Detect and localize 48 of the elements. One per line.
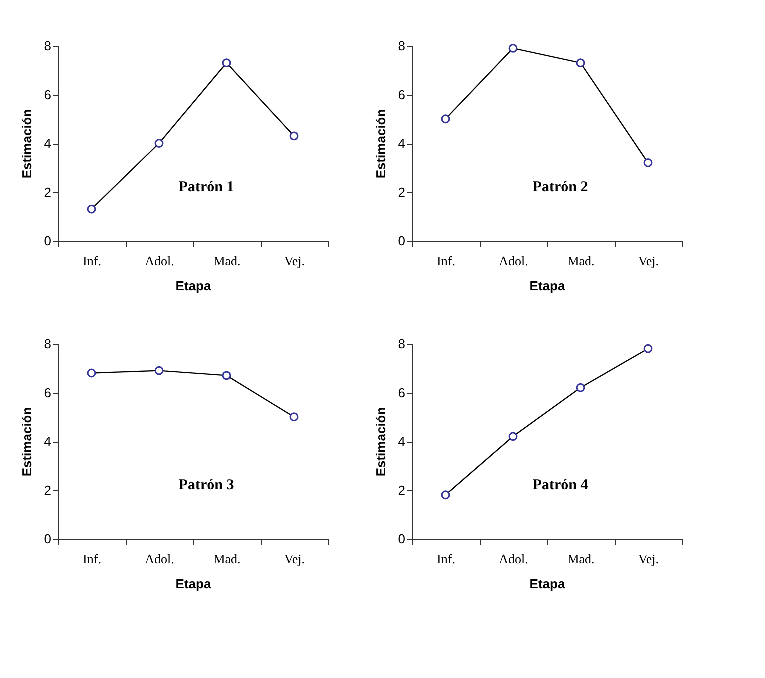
y-tick-label: 4: [44, 136, 52, 151]
y-tick-label: 0: [44, 234, 52, 248]
y-tick-label: 2: [44, 482, 52, 498]
y-tick-label: 4: [398, 136, 406, 151]
x-tick-label: Mad.: [214, 254, 241, 268]
x-tick-label: Vej.: [284, 552, 306, 566]
x-axis-title: Etapa: [176, 278, 212, 294]
y-axis-title: Estimación: [19, 109, 34, 179]
x-tick-label: Vej.: [638, 254, 660, 268]
x-tick-label: Inf.: [83, 254, 102, 268]
y-tick-label: 2: [44, 184, 52, 200]
y-tick-label: 0: [398, 532, 406, 546]
y-tick-label: 8: [44, 336, 52, 352]
x-tick-label: Adol.: [145, 552, 174, 566]
x-tick-label: Adol.: [499, 552, 528, 566]
x-axis-title: Etapa: [176, 576, 212, 592]
y-axis-title: Estimación: [19, 407, 34, 477]
x-tick-label: Vej.: [638, 552, 660, 566]
y-tick-label: 6: [398, 385, 406, 400]
y-tick-label: 0: [44, 532, 52, 546]
y-tick-label: 2: [398, 482, 406, 498]
y-tick-label: 8: [398, 336, 406, 352]
y-tick-label: 2: [398, 184, 406, 200]
x-tick-label: Inf.: [437, 254, 456, 268]
annotation: Patrón 1: [178, 179, 234, 196]
x-tick-label: Mad.: [214, 552, 241, 566]
y-tick-label: 8: [44, 38, 52, 54]
y-tick-label: 0: [398, 234, 406, 248]
x-tick-label: Mad.: [568, 254, 595, 268]
x-tick-label: Inf.: [437, 552, 456, 566]
y-tick-label: 6: [44, 87, 52, 102]
annotation: Patrón 4: [532, 477, 589, 494]
y-tick-label: 6: [44, 385, 52, 400]
y-axis-title: Estimación: [373, 109, 388, 179]
x-tick-label: Adol.: [499, 254, 528, 268]
y-tick-label: 4: [398, 434, 406, 449]
y-tick-label: 6: [398, 87, 406, 102]
x-tick-label: Mad.: [568, 552, 595, 566]
x-axis-title: Etapa: [530, 576, 566, 592]
y-axis-title: Estimación: [373, 407, 388, 477]
annotation: Patrón 3: [178, 477, 234, 494]
annotation: Patrón 2: [532, 179, 588, 196]
x-tick-label: Adol.: [145, 254, 174, 268]
x-tick-label: Inf.: [83, 552, 102, 566]
x-tick-label: Vej.: [284, 254, 306, 268]
y-tick-label: 4: [44, 434, 52, 449]
x-axis-title: Etapa: [530, 278, 566, 294]
y-tick-label: 8: [398, 38, 406, 54]
